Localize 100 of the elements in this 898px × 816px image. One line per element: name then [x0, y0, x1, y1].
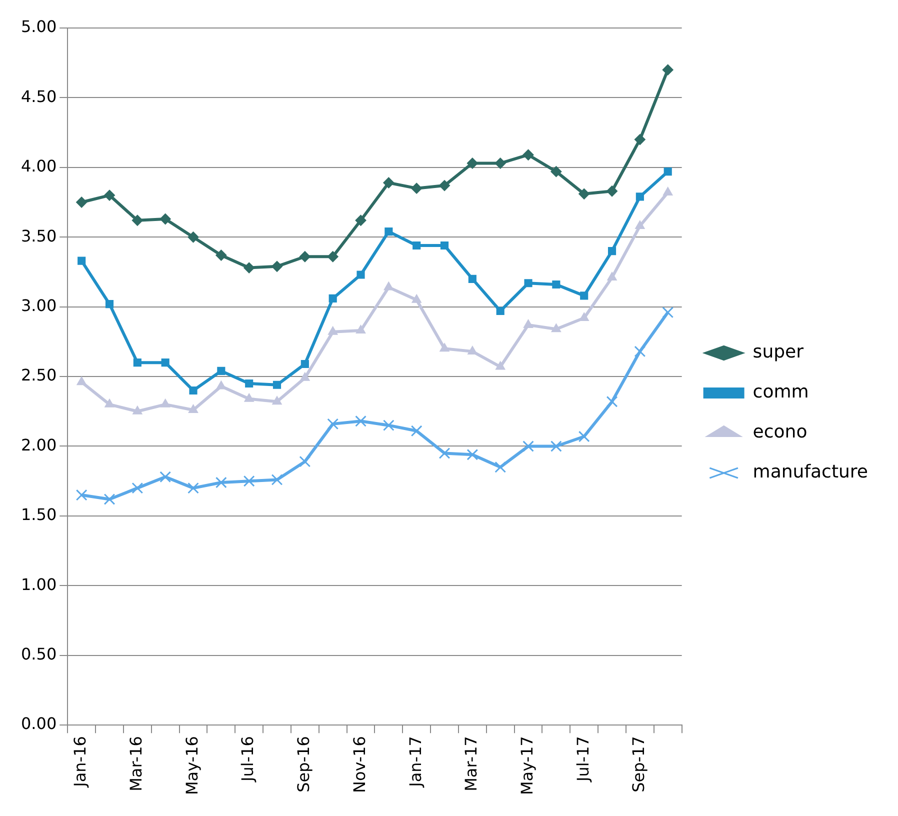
- point: [299, 456, 311, 468]
- point: [132, 214, 143, 226]
- point: [496, 306, 504, 316]
- point: [271, 474, 283, 486]
- point: [522, 440, 534, 452]
- point: [440, 241, 449, 250]
- point: [132, 406, 142, 414]
- point: [550, 440, 562, 452]
- point: [662, 64, 674, 76]
- y-tick-label: 4.50: [21, 86, 57, 106]
- point: [161, 358, 170, 367]
- point: [383, 177, 394, 188]
- y-tick-label: 0.00: [21, 714, 57, 734]
- point: [76, 376, 86, 386]
- point: [243, 475, 255, 487]
- y-tick-label: 2.50: [21, 366, 57, 385]
- point: [272, 396, 282, 405]
- point: [522, 149, 534, 160]
- point: [105, 300, 114, 308]
- point: [466, 158, 478, 169]
- point: [78, 256, 86, 265]
- point: [551, 324, 562, 332]
- point: [272, 380, 282, 389]
- y-tick-label: 0.50: [21, 644, 57, 664]
- point: [327, 418, 339, 430]
- point: [468, 274, 476, 283]
- point: [215, 476, 227, 488]
- point: [328, 326, 338, 335]
- point: [662, 306, 674, 318]
- point: [412, 241, 421, 250]
- point: [440, 343, 450, 352]
- y-tick-label: 1.50: [21, 505, 57, 524]
- point: [356, 270, 365, 279]
- point: [552, 280, 560, 289]
- point: [244, 262, 255, 274]
- x-tick-label: Jul-17: [573, 736, 592, 783]
- point: [664, 168, 672, 176]
- y-tick-label: 2.00: [21, 435, 57, 454]
- point: [663, 187, 673, 196]
- point: [579, 312, 589, 321]
- point: [496, 361, 506, 370]
- point: [160, 398, 170, 408]
- point: [524, 279, 532, 288]
- point: [466, 448, 478, 460]
- point: [523, 319, 534, 328]
- point: [355, 214, 366, 226]
- x-tick-label: Mar-17: [462, 736, 481, 792]
- legend-label: manufacture: [752, 462, 868, 483]
- point: [606, 186, 618, 197]
- legend-label: super: [752, 342, 804, 363]
- point: [300, 360, 309, 368]
- point: [327, 251, 338, 262]
- point: [468, 346, 478, 354]
- point: [494, 158, 506, 169]
- point: [244, 393, 254, 402]
- point: [355, 415, 366, 427]
- y-tick-label: 3.00: [21, 296, 57, 315]
- point: [188, 482, 199, 494]
- point: [356, 325, 366, 334]
- point: [104, 398, 114, 408]
- point: [634, 346, 646, 358]
- point: [76, 196, 88, 208]
- point: [188, 232, 199, 243]
- point: [634, 134, 646, 146]
- point: [104, 494, 116, 505]
- x-tick-label: May-16: [182, 736, 202, 796]
- point: [439, 180, 450, 192]
- y-tick-label: 4.00: [21, 156, 57, 176]
- y-tick-label: 5.00: [21, 17, 57, 36]
- x-tick-label: May-17: [517, 736, 536, 796]
- point: [189, 386, 198, 395]
- point: [410, 425, 422, 437]
- y-tick-label: 1.00: [21, 574, 57, 594]
- point: [188, 404, 198, 413]
- point: [216, 380, 226, 390]
- point: [300, 372, 310, 381]
- point: [104, 190, 115, 201]
- point: [550, 166, 562, 178]
- x-tick-label: Jan-17: [406, 736, 425, 788]
- point: [438, 448, 450, 459]
- point: [580, 292, 588, 300]
- point: [384, 282, 394, 290]
- point: [494, 461, 506, 473]
- point: [160, 214, 171, 224]
- point: [160, 471, 172, 483]
- x-tick-label: Sep-17: [629, 736, 648, 792]
- point: [328, 294, 337, 302]
- point: [132, 482, 144, 494]
- x-tick-label: Mar-16: [126, 736, 146, 792]
- point: [217, 366, 226, 375]
- legend-label: comm: [752, 382, 809, 403]
- point: [382, 420, 394, 432]
- point: [608, 247, 616, 256]
- point: [384, 228, 393, 236]
- point: [76, 489, 88, 501]
- point: [606, 396, 618, 408]
- point: [635, 220, 645, 229]
- x-tick-label: Nov-16: [350, 736, 369, 794]
- point: [412, 294, 422, 303]
- point: [245, 379, 254, 388]
